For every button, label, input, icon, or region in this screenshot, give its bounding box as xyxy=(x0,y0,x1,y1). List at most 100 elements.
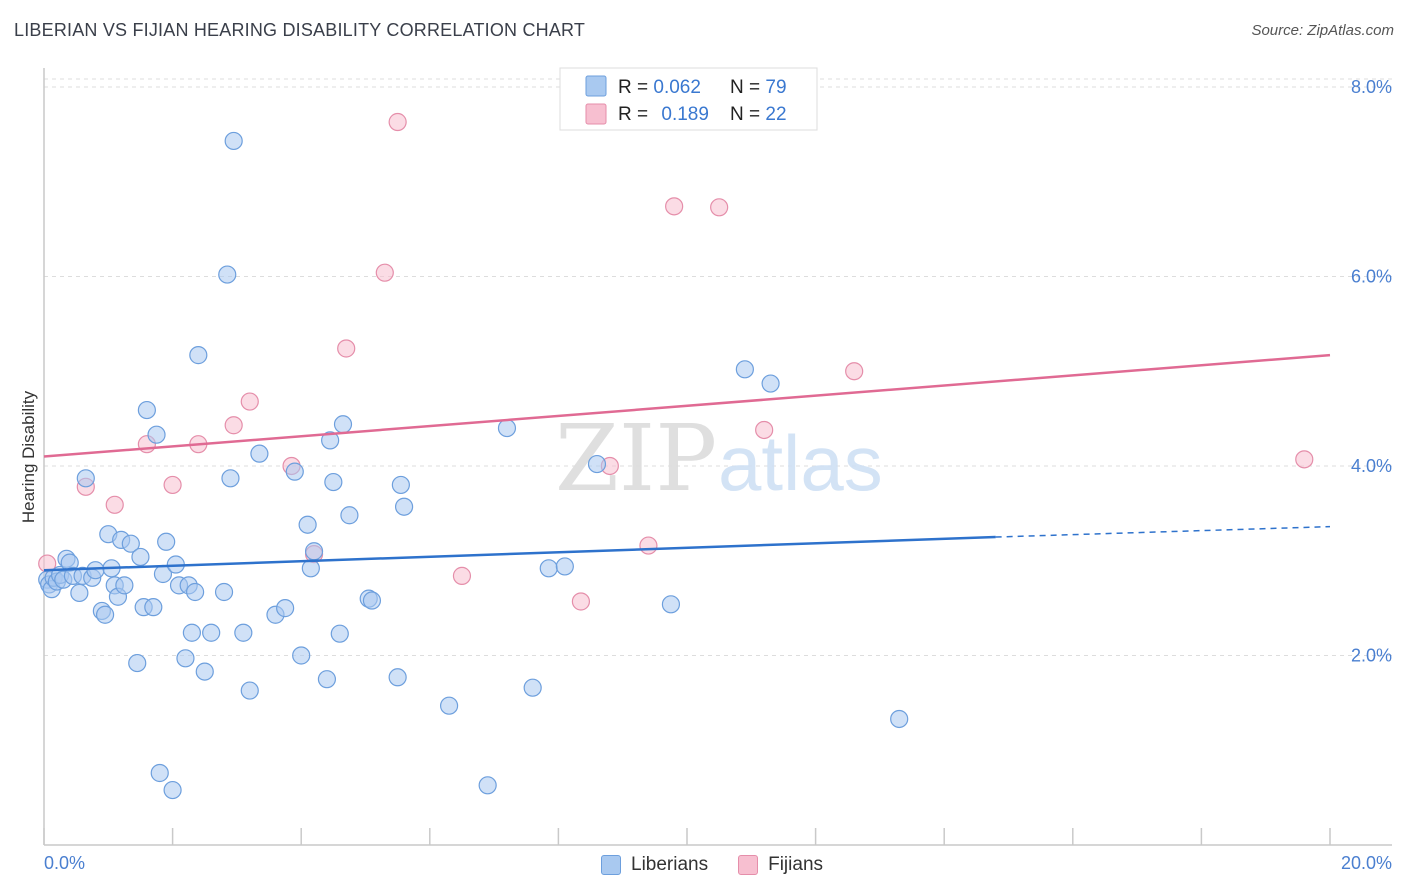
liberians-point[interactable] xyxy=(240,681,259,700)
liberians-point[interactable] xyxy=(195,662,214,681)
x-tick-label-min: 0.0% xyxy=(44,853,85,873)
liberians-point[interactable] xyxy=(761,374,780,393)
liberians-point[interactable] xyxy=(276,599,295,618)
liberians-point[interactable] xyxy=(95,605,115,624)
liberians-point[interactable] xyxy=(70,583,89,603)
liberians-point[interactable] xyxy=(890,709,909,729)
legend-label-liberians: Liberians xyxy=(631,854,709,875)
fijians-point[interactable] xyxy=(224,416,243,435)
liberians-point[interactable] xyxy=(292,646,311,665)
liberians-point[interactable] xyxy=(523,678,542,697)
liberians-point[interactable] xyxy=(478,776,497,795)
liberians-point[interactable] xyxy=(330,624,349,643)
liberians-point[interactable] xyxy=(182,623,201,642)
liberians-point[interactable] xyxy=(121,534,140,553)
watermark: ZIP atlas xyxy=(555,405,883,512)
fijians-trend-line xyxy=(43,353,1331,458)
liberians-point[interactable] xyxy=(394,497,414,516)
liberians-point[interactable] xyxy=(163,780,182,800)
liberians-point[interactable] xyxy=(321,431,340,450)
liberians-point[interactable] xyxy=(202,623,221,642)
liberians-point[interactable] xyxy=(115,576,134,595)
svg-text:N = 79: N = 79 xyxy=(730,77,787,98)
liberians-point[interactable] xyxy=(86,561,105,580)
liberians-point[interactable] xyxy=(324,472,343,492)
legend-label-fijians: Fijians xyxy=(768,854,824,875)
liberians-point[interactable] xyxy=(131,547,150,567)
fijians-point[interactable] xyxy=(375,263,394,282)
watermark-atlas: atlas xyxy=(718,419,883,507)
liberians-point[interactable] xyxy=(150,763,169,783)
fijians-point[interactable] xyxy=(240,392,259,411)
fijians-point[interactable] xyxy=(388,112,407,132)
fijians-point[interactable] xyxy=(710,198,729,217)
liberians-point[interactable] xyxy=(186,582,205,602)
fijians-point[interactable] xyxy=(452,566,472,585)
liberians-point[interactable] xyxy=(176,649,195,668)
stats-r-value-liberians: 0.062 xyxy=(653,77,701,98)
liberians-point[interactable] xyxy=(144,598,163,617)
liberians-point[interactable] xyxy=(539,559,558,578)
liberians-point[interactable] xyxy=(189,346,208,365)
liberians-point[interactable] xyxy=(497,418,517,438)
liberians-point[interactable] xyxy=(147,425,166,444)
fijians-point[interactable] xyxy=(845,362,864,381)
svg-text:N = 22: N = 22 xyxy=(730,104,787,125)
stats-n-value-liberians: 79 xyxy=(765,77,786,98)
liberians-point[interactable] xyxy=(214,582,234,602)
y-axis-label: Hearing Disability xyxy=(19,390,38,523)
fijians-point[interactable] xyxy=(755,420,774,440)
liberians-point[interactable] xyxy=(391,475,410,495)
liberians-point[interactable] xyxy=(285,462,304,481)
liberians-point[interactable] xyxy=(218,265,237,284)
liberians-point[interactable] xyxy=(735,360,754,379)
liberians-point[interactable] xyxy=(555,557,574,576)
fijians-point[interactable] xyxy=(571,592,591,611)
fijians-points xyxy=(38,112,1314,611)
y-tick-labels: 2.0% 4.0% 6.0% 8.0% xyxy=(1351,77,1392,666)
liberians-point[interactable] xyxy=(340,506,359,525)
liberians-point[interactable] xyxy=(76,469,95,488)
stats-r-label-liberians: R = xyxy=(618,77,653,98)
liberians-point[interactable] xyxy=(388,668,407,687)
stats-legend: R = 0.062 N = 79 R = 0.189 N = 22 xyxy=(559,67,818,131)
liberians-point[interactable] xyxy=(250,444,269,463)
liberians-point[interactable] xyxy=(298,515,317,534)
liberians-point[interactable] xyxy=(333,415,353,434)
fijians-point[interactable] xyxy=(105,495,124,514)
stats-r-label-fijians: R = xyxy=(618,104,653,125)
liberians-point[interactable] xyxy=(304,542,324,561)
stats-swatch-fijians xyxy=(585,103,607,125)
liberians-point[interactable] xyxy=(234,623,253,642)
legend-swatch-fijians xyxy=(738,855,759,875)
legend-item-liberians[interactable]: Liberians xyxy=(601,854,708,876)
stats-n-label-fijians: N = xyxy=(730,104,765,125)
y-tick-label: 8.0% xyxy=(1351,77,1392,97)
liberians-point[interactable] xyxy=(221,469,240,488)
y-tick-label: 4.0% xyxy=(1351,456,1392,476)
legend-item-fijians[interactable]: Fijians xyxy=(738,854,823,876)
fijians-point[interactable] xyxy=(163,475,182,495)
liberians-point[interactable] xyxy=(362,591,382,610)
fijians-point[interactable] xyxy=(665,197,684,216)
fijians-point[interactable] xyxy=(337,339,356,358)
y-tick-label: 6.0% xyxy=(1351,266,1392,286)
chart-title: LIBERIAN VS FIJIAN HEARING DISABILITY CO… xyxy=(14,20,586,40)
stats-n-label-liberians: N = xyxy=(730,77,765,98)
trend-layer xyxy=(43,353,1331,572)
liberians-trend-extension xyxy=(995,525,1331,538)
liberians-point[interactable] xyxy=(128,653,147,673)
liberians-point[interactable] xyxy=(439,696,459,715)
fijians-point[interactable] xyxy=(1295,450,1314,469)
liberians-point[interactable] xyxy=(317,670,337,689)
liberians-point[interactable] xyxy=(661,595,681,614)
liberians-point[interactable] xyxy=(157,532,176,551)
liberians-point[interactable] xyxy=(587,454,607,474)
y-tick-label: 2.0% xyxy=(1351,645,1392,665)
liberians-point[interactable] xyxy=(137,400,156,420)
fijians-point[interactable] xyxy=(639,536,658,555)
svg-text:R = 0.062: R = 0.062 xyxy=(618,77,701,98)
source-label: Source: ZipAtlas.com xyxy=(1251,22,1394,39)
liberians-point[interactable] xyxy=(224,131,243,151)
